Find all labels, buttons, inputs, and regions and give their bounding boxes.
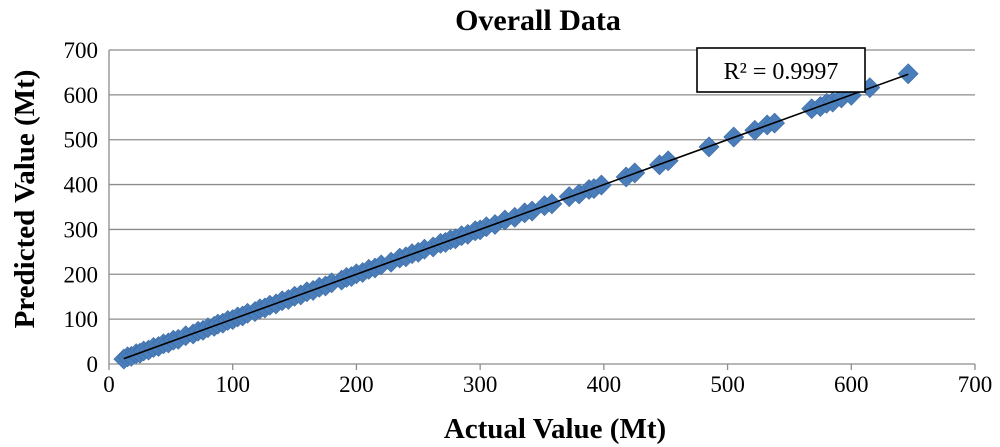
chart-title: Overall Data	[455, 4, 621, 37]
data-point	[897, 63, 919, 85]
x-tick-100: 100	[215, 372, 250, 397]
r-squared-frame	[696, 47, 866, 93]
trendline	[123, 73, 909, 360]
x-tick-300: 300	[463, 372, 498, 397]
r-squared-label: R² = 0.9997	[724, 59, 839, 85]
axes	[108, 50, 976, 370]
y-tick-200: 200	[64, 262, 99, 287]
y-tick-100: 100	[64, 307, 99, 332]
y-tick-600: 600	[64, 83, 99, 108]
y-tick-500: 500	[64, 128, 99, 153]
gridlines	[109, 49, 975, 320]
x-tick-200: 200	[339, 372, 374, 397]
r-squared-box: R² = 0.9997	[696, 47, 866, 93]
y-tick-labels: 0 100 200 300 400 500 600 700	[64, 38, 99, 377]
y-tick-0: 0	[87, 352, 99, 377]
x-axis-label: Actual Value (Mt)	[444, 413, 666, 445]
y-tick-700: 700	[64, 38, 99, 63]
y-tick-400: 400	[64, 173, 99, 198]
y-axis-label: Predicted Value (Mt)	[9, 70, 41, 329]
x-tick-0: 0	[103, 372, 115, 397]
x-tick-600: 600	[834, 372, 869, 397]
y-tick-300: 300	[64, 217, 99, 242]
x-tick-labels: 0 100 200 300 400 500 600 700	[103, 372, 992, 397]
x-tick-700: 700	[958, 372, 993, 397]
x-tick-500: 500	[710, 372, 745, 397]
x-tick-400: 400	[587, 372, 622, 397]
